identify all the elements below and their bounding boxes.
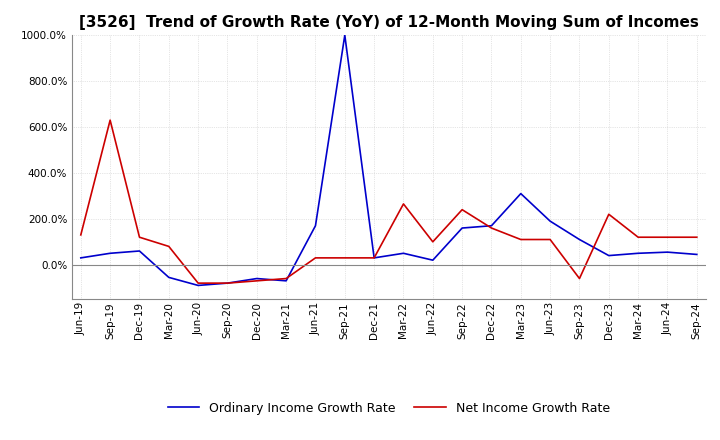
Ordinary Income Growth Rate	[575, 237, 584, 242]
Ordinary Income Growth Rate	[399, 251, 408, 256]
Net Income Growth Rate	[663, 235, 672, 240]
Net Income Growth Rate	[458, 207, 467, 213]
Ordinary Income Growth Rate	[663, 249, 672, 255]
Ordinary Income Growth Rate	[487, 223, 496, 228]
Net Income Growth Rate	[282, 276, 290, 281]
Legend: Ordinary Income Growth Rate, Net Income Growth Rate: Ordinary Income Growth Rate, Net Income …	[163, 397, 615, 420]
Net Income Growth Rate	[135, 235, 144, 240]
Ordinary Income Growth Rate	[693, 252, 701, 257]
Net Income Growth Rate	[575, 276, 584, 281]
Ordinary Income Growth Rate	[311, 223, 320, 228]
Ordinary Income Growth Rate	[194, 283, 202, 288]
Net Income Growth Rate	[164, 244, 173, 249]
Ordinary Income Growth Rate	[634, 251, 642, 256]
Net Income Growth Rate	[605, 212, 613, 217]
Title: [3526]  Trend of Growth Rate (YoY) of 12-Month Moving Sum of Incomes: [3526] Trend of Growth Rate (YoY) of 12-…	[79, 15, 698, 30]
Ordinary Income Growth Rate	[164, 275, 173, 280]
Ordinary Income Growth Rate	[282, 278, 290, 283]
Net Income Growth Rate	[516, 237, 525, 242]
Ordinary Income Growth Rate	[605, 253, 613, 258]
Ordinary Income Growth Rate	[135, 248, 144, 253]
Line: Net Income Growth Rate: Net Income Growth Rate	[81, 120, 697, 283]
Net Income Growth Rate	[399, 201, 408, 206]
Net Income Growth Rate	[311, 255, 320, 260]
Net Income Growth Rate	[253, 278, 261, 283]
Ordinary Income Growth Rate	[428, 257, 437, 263]
Ordinary Income Growth Rate	[458, 225, 467, 231]
Ordinary Income Growth Rate	[516, 191, 525, 196]
Ordinary Income Growth Rate	[223, 280, 232, 286]
Ordinary Income Growth Rate	[341, 33, 349, 38]
Net Income Growth Rate	[341, 255, 349, 260]
Net Income Growth Rate	[634, 235, 642, 240]
Net Income Growth Rate	[428, 239, 437, 245]
Net Income Growth Rate	[194, 280, 202, 286]
Net Income Growth Rate	[693, 235, 701, 240]
Net Income Growth Rate	[370, 255, 379, 260]
Net Income Growth Rate	[546, 237, 554, 242]
Line: Ordinary Income Growth Rate: Ordinary Income Growth Rate	[81, 35, 697, 286]
Ordinary Income Growth Rate	[546, 219, 554, 224]
Ordinary Income Growth Rate	[370, 255, 379, 260]
Ordinary Income Growth Rate	[253, 276, 261, 281]
Net Income Growth Rate	[76, 232, 85, 238]
Ordinary Income Growth Rate	[76, 255, 85, 260]
Net Income Growth Rate	[487, 225, 496, 231]
Ordinary Income Growth Rate	[106, 251, 114, 256]
Net Income Growth Rate	[106, 117, 114, 123]
Net Income Growth Rate	[223, 280, 232, 286]
